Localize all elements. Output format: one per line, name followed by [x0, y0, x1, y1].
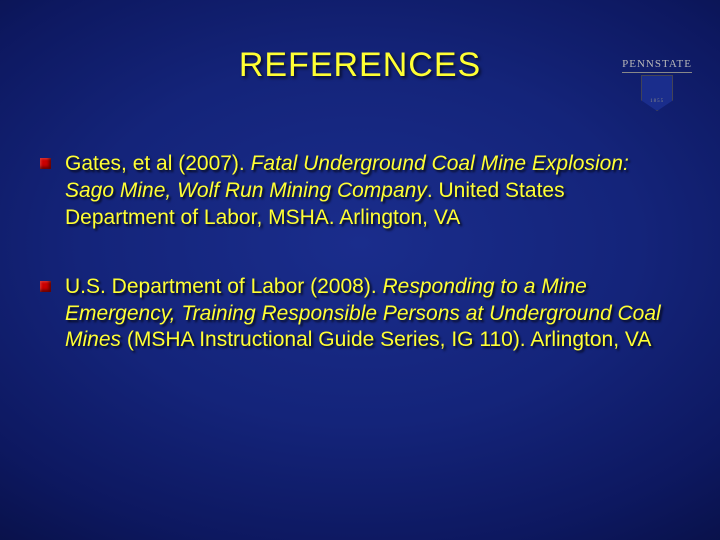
page-title: REFERENCES: [0, 46, 720, 85]
bullet-icon: [40, 281, 51, 292]
reference-text: Gates, et al (2007). Fatal Underground C…: [65, 151, 680, 232]
reference-text: U.S. Department of Labor (2008). Respond…: [65, 274, 680, 355]
list-item: U.S. Department of Labor (2008). Respond…: [40, 274, 680, 355]
references-list: Gates, et al (2007). Fatal Underground C…: [40, 151, 680, 354]
list-item: Gates, et al (2007). Fatal Underground C…: [40, 151, 680, 232]
shield-icon: [641, 75, 673, 111]
ref-prefix: Gates, et al (2007).: [65, 152, 251, 175]
ref-prefix: U.S. Department of Labor (2008).: [65, 275, 383, 298]
logo-text: PENNSTATE: [622, 58, 692, 73]
university-logo: PENNSTATE: [622, 58, 692, 111]
bullet-icon: [40, 158, 51, 169]
ref-suffix: (MSHA Instructional Guide Series, IG 110…: [121, 328, 651, 351]
